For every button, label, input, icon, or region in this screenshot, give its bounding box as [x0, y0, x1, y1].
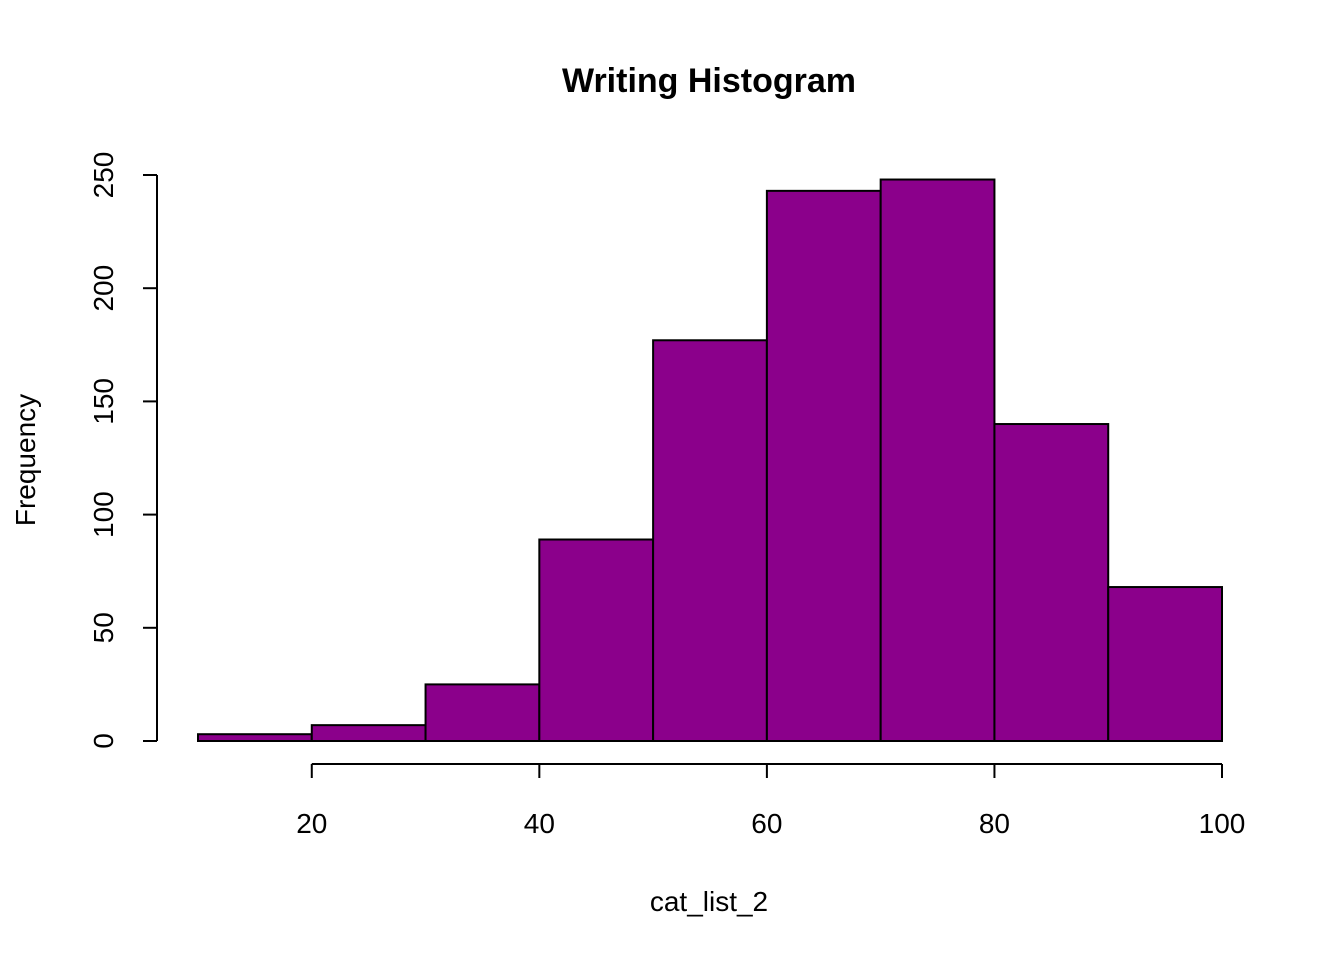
histogram-bar [310, 724, 427, 742]
histogram-bar [652, 339, 768, 742]
x-axis: 20 40 60 80 100 [296, 763, 1246, 839]
histogram-bar [538, 538, 655, 743]
histogram-bar [765, 189, 882, 742]
y-tick-label: 150 [88, 378, 119, 425]
x-tick-label: 60 [751, 808, 782, 839]
x-tick-label: 40 [524, 808, 555, 839]
histogram-bar [197, 733, 313, 743]
histogram-bar [993, 423, 1110, 742]
y-tick-label: 200 [88, 265, 119, 312]
histogram-bar [1107, 586, 1223, 742]
y-tick-label: 0 [88, 733, 119, 749]
x-tick-label: 100 [1199, 808, 1246, 839]
y-axis: 0 50 100 150 200 250 [88, 152, 158, 749]
histogram-bar [424, 683, 541, 743]
bars [197, 178, 1223, 743]
y-tick-label: 100 [88, 491, 119, 538]
x-tick-label: 80 [979, 808, 1010, 839]
x-tick-label: 20 [296, 808, 327, 839]
y-tick-label: 250 [88, 152, 119, 199]
y-tick-label: 50 [88, 612, 119, 643]
chart-title: Writing Histogram [562, 62, 856, 100]
x-axis-label: cat_list_2 [650, 886, 768, 917]
histogram-bar [879, 178, 996, 742]
y-axis-label: Frequency [10, 394, 41, 526]
